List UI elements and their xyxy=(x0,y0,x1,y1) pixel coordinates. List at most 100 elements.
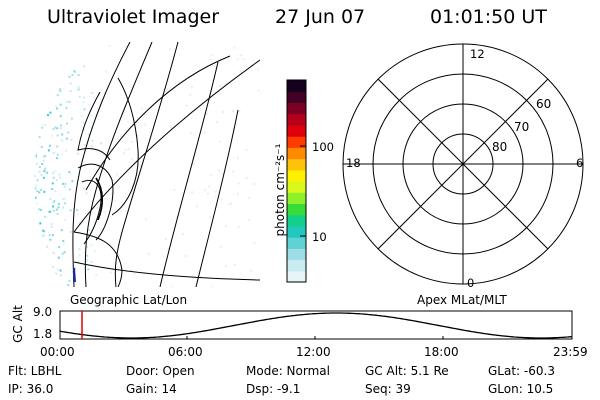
uv-pixel xyxy=(65,106,68,109)
mlat-label-60: 60 xyxy=(536,97,552,111)
uv-pixel xyxy=(90,231,93,234)
uv-pixel xyxy=(182,233,185,236)
colorbar-band xyxy=(287,147,306,160)
uv-pixel xyxy=(85,216,88,219)
uv-pixel xyxy=(55,104,58,107)
uv-pixel xyxy=(69,90,72,93)
uv-pixel xyxy=(54,126,57,129)
colorbar-band xyxy=(287,192,306,205)
uv-pixel xyxy=(248,196,251,199)
uv-pixel xyxy=(224,225,227,228)
uv-pixel xyxy=(90,114,93,117)
coastline-marker xyxy=(73,268,76,282)
uv-pixel xyxy=(83,65,86,68)
uv-pixel xyxy=(36,190,39,192)
uv-pixel xyxy=(257,89,260,92)
uv-pixel xyxy=(233,263,236,266)
uv-pixel xyxy=(40,174,43,176)
uv-pixel xyxy=(40,189,43,191)
uv-pixel xyxy=(38,166,41,168)
altitude-ymax-label: 9.0 xyxy=(33,305,53,319)
uv-pixel xyxy=(56,127,59,130)
uv-pixel xyxy=(85,192,88,195)
uv-pixel xyxy=(54,190,57,193)
colorbar-gradient xyxy=(287,80,306,283)
colorbar-band xyxy=(287,102,306,115)
uv-pixel xyxy=(86,254,89,257)
colorbar-band xyxy=(287,181,306,193)
footer-gc-alt: GC Alt: 5.1 Re xyxy=(365,364,449,378)
uv-pixel xyxy=(82,187,85,190)
uv-pixel xyxy=(253,182,256,185)
altitude-axis-label: GC Alt xyxy=(11,305,25,343)
uv-pixel xyxy=(55,107,58,110)
uv-pixel xyxy=(78,95,81,98)
xtick-label-1800: 18:00 xyxy=(424,345,459,359)
uv-pixel xyxy=(167,247,170,250)
uv-pixel xyxy=(42,176,45,179)
colorbar-band xyxy=(287,169,306,182)
uv-pixel xyxy=(59,115,62,118)
mlat-label-70: 70 xyxy=(514,120,530,134)
colorbar-band xyxy=(287,158,306,171)
uv-pixel xyxy=(51,182,54,185)
uv-pixel xyxy=(44,167,46,170)
uv-pixel xyxy=(220,198,223,201)
uv-pixel xyxy=(103,91,106,94)
uv-pixel xyxy=(103,197,106,200)
uv-pixel xyxy=(82,128,85,131)
uv-pixel xyxy=(91,139,94,142)
uv-pixel xyxy=(77,213,79,216)
uv-pixel xyxy=(77,74,80,77)
uv-pixel xyxy=(34,175,36,177)
colorbar-band xyxy=(287,91,306,104)
uv-pixel xyxy=(71,73,74,76)
uv-pixel xyxy=(52,201,54,204)
uv-pixel xyxy=(55,179,58,182)
uv-pixel xyxy=(140,164,143,167)
uv-pixel xyxy=(217,169,220,172)
uv-pixel xyxy=(82,122,85,125)
uv-pixel xyxy=(144,218,147,221)
uv-pixel xyxy=(237,182,240,185)
xtick-label-1200: 12:00 xyxy=(296,345,331,359)
uv-pixel xyxy=(56,212,59,215)
uv-pixel xyxy=(57,256,60,259)
uv-pixel xyxy=(65,122,68,125)
uv-pixel xyxy=(237,225,240,228)
uv-pixel xyxy=(190,86,193,89)
altitude-ymin-label: 1.8 xyxy=(33,327,53,341)
uv-pixel xyxy=(250,269,253,272)
uv-pixel xyxy=(39,145,42,148)
uv-pixel xyxy=(90,145,93,148)
uv-pixel xyxy=(60,229,63,232)
uv-pixel xyxy=(214,190,217,193)
uv-pixel xyxy=(91,92,94,95)
uv-pixel xyxy=(119,210,122,213)
uv-pixel xyxy=(127,148,130,151)
uv-pixel xyxy=(238,110,241,113)
uv-pixel xyxy=(56,134,59,137)
uv-pixel xyxy=(49,144,51,147)
uv-pixel xyxy=(55,208,58,211)
uv-pixel xyxy=(133,273,136,276)
uv-pixel xyxy=(35,184,37,187)
uv-pixel xyxy=(56,94,59,97)
uv-pixel xyxy=(67,131,70,134)
uv-pixel xyxy=(195,205,198,208)
uv-pixel xyxy=(49,238,52,241)
uv-pixel xyxy=(173,188,176,191)
uv-pixel xyxy=(49,111,52,114)
uv-pixel xyxy=(41,126,44,129)
uv-pixel xyxy=(96,207,99,210)
uv-pixel xyxy=(165,238,167,241)
uv-pixel xyxy=(239,70,242,73)
uv-pixel xyxy=(78,222,81,224)
colorbar-band xyxy=(287,225,306,238)
uv-pixel xyxy=(81,220,84,223)
uv-pixel xyxy=(80,115,83,118)
uv-pixel xyxy=(61,133,64,136)
uv-pixel xyxy=(38,208,41,211)
